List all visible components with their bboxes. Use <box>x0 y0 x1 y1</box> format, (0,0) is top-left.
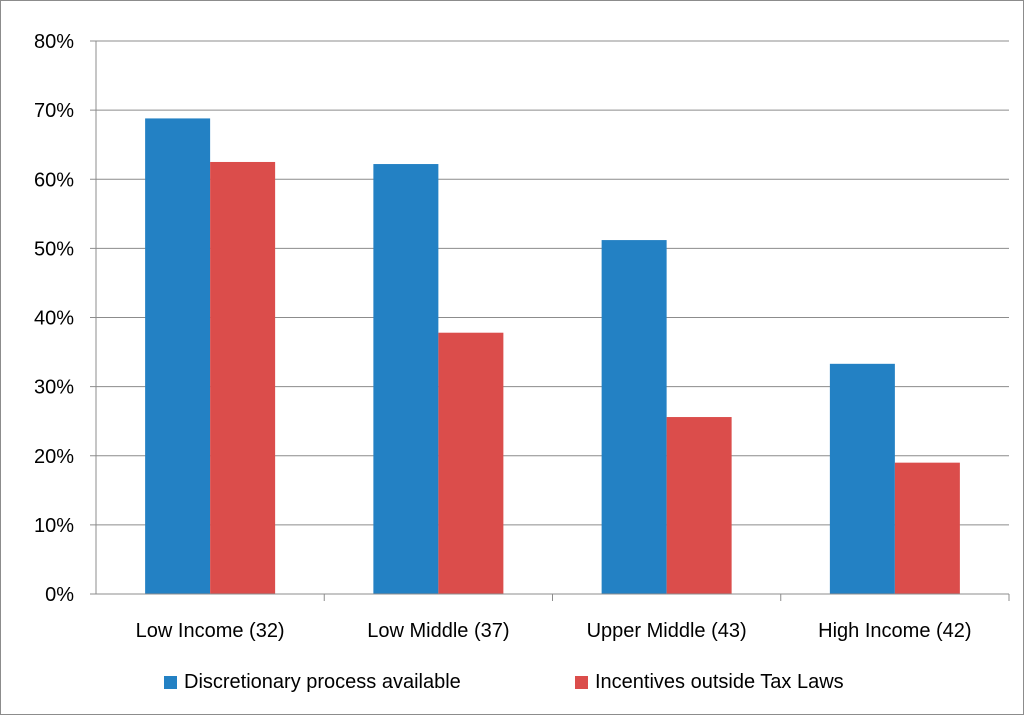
legend-swatch-1 <box>575 676 588 689</box>
bar-incentives-3 <box>894 462 960 594</box>
y-tick-label: 50% <box>34 238 74 260</box>
bar-discretionary-0 <box>145 118 211 595</box>
y-tick-label: 40% <box>34 308 74 330</box>
legend-swatch-0 <box>164 676 177 689</box>
bar-incentives-2 <box>666 417 732 594</box>
y-tick-label: 10% <box>34 515 74 537</box>
y-tick-label: 80% <box>34 31 74 53</box>
y-tick-label: 0% <box>45 584 74 606</box>
bar-discretionary-2 <box>601 240 667 594</box>
x-tick-label: Low Income (32) <box>136 620 285 642</box>
bar-discretionary-3 <box>829 363 895 594</box>
y-tick-label: 60% <box>34 169 74 191</box>
legend-label-0: Discretionary process available <box>184 671 461 693</box>
axes: 0% 10% 20% 30% 40% 50% 60% 70% 80% Low Income (32… <box>34 31 1010 642</box>
bar-incentives-1 <box>438 332 504 594</box>
x-tick-label: High Income (42) <box>818 620 971 642</box>
x-tick-label: Low Middle (37) <box>367 620 509 642</box>
bar-discretionary-1 <box>373 164 439 595</box>
y-tick-label: 20% <box>34 446 74 468</box>
legend-label-1: Incentives outside Tax Laws <box>595 671 844 693</box>
x-tick-label: Upper Middle (43) <box>587 620 747 642</box>
y-tick-label: 70% <box>34 100 74 122</box>
bars <box>145 118 960 595</box>
bar-incentives-0 <box>210 161 276 594</box>
legend: Discretionary process available Incentive… <box>164 671 844 693</box>
y-tick-label: 30% <box>34 377 74 399</box>
